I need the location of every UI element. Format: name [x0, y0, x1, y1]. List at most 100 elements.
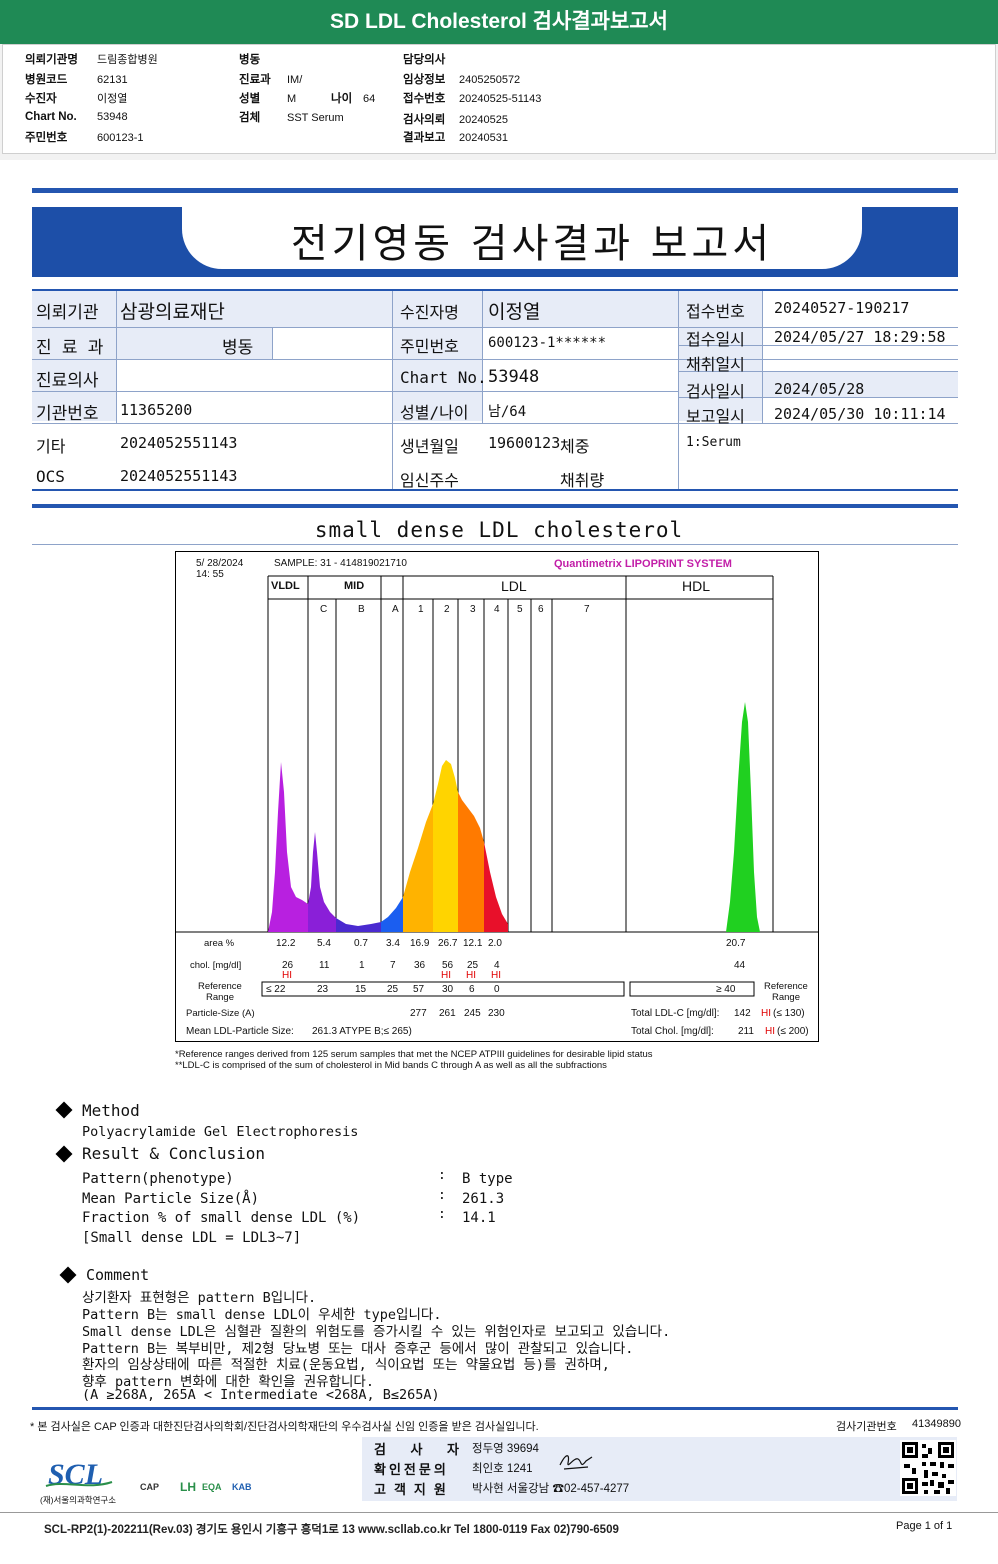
total-chol-value: 211 [738, 1026, 754, 1037]
chol-4: 4 [494, 960, 500, 971]
value-specimen: 1:Serum [686, 435, 741, 450]
lipoprint-chart: 5/ 28/2024 14: 55 SAMPLE: 31 - 414819021… [175, 551, 819, 1042]
band-4: 4 [494, 604, 500, 615]
area-2: 26.7 [438, 938, 458, 949]
hi-2: HI [441, 970, 451, 981]
label-sexage: 성별/나이 [400, 403, 469, 422]
result-fraction-value: 14.1 [462, 1210, 496, 1226]
value-patient: 이정열 [488, 301, 541, 323]
value-ocs: 2024052551143 [120, 467, 238, 485]
band-a: A [392, 604, 399, 615]
band-7: 7 [584, 604, 590, 615]
section-title: small dense LDL cholesterol [314, 518, 684, 542]
row-area-label: area % [204, 938, 235, 949]
hdr-institution: 의뢰기관명 드림종합병원 [25, 54, 158, 66]
hdl-peak [726, 702, 760, 932]
signature-icon [559, 1455, 593, 1470]
label-volume: 채취량 [560, 471, 605, 490]
vldl-peak [268, 762, 308, 932]
electropherogram [176, 575, 818, 997]
ref-b: 15 [355, 984, 367, 995]
chart-date: 5/ 28/2024 [196, 558, 244, 569]
total-ldl-label: Total LDL-C [mg/dl]: [631, 1008, 720, 1019]
area-c: 5.4 [317, 938, 331, 949]
label-etc: 기타 [36, 437, 66, 456]
band-6: 6 [538, 604, 544, 615]
summary-header: SD LDL Cholesterol 검사결과보고서 의뢰기관명 드림종합병원 병… [0, 0, 998, 160]
summary-box: 의뢰기관명 드림종합병원 병원코드 62131 수진자 이정열 Chart No. 53… [2, 44, 996, 154]
label-report-date: 보고일시 [686, 407, 745, 426]
area-3: 12.1 [463, 938, 483, 949]
value-sexage: 남/64 [488, 404, 527, 420]
result-bullet-icon [55, 1145, 73, 1163]
result-title: Result & Conclusion [82, 1144, 266, 1163]
label-ocs: OCS [36, 467, 65, 486]
group-ldl: LDL [501, 578, 527, 594]
ref-label-2: Range [206, 992, 234, 1003]
page-number: Page 1 of 1 [896, 1520, 953, 1532]
hdr-ward: 병동 [239, 54, 261, 66]
hi-vldl: HI [282, 970, 292, 981]
group-hdl: HDL [682, 578, 711, 594]
ldl2-peak [433, 760, 458, 932]
section-line-top [32, 504, 958, 508]
label-ssn: 주민번호 [400, 337, 459, 356]
chart-title: Quantimetrix LIPOPRINT SYSTEM [554, 558, 732, 570]
band-2: 2 [444, 604, 450, 615]
ldl1-peak [403, 804, 433, 932]
area-vldl: 12.2 [276, 938, 296, 949]
mean-value: 261.3 ATYPE B;≤ 265) [312, 1026, 412, 1037]
signer-support-value: 박사현 서울강남 ☎02-457-4277 [472, 1483, 630, 1495]
hi-4: HI [491, 970, 501, 981]
comment-line: Pattern B는 복부비만, 제2형 당뇨병 또는 대사 증후군 등에서 많… [82, 1341, 634, 1357]
footnote-1: *Reference ranges derived from 125 serum… [175, 1049, 653, 1060]
cert-text: * 본 검사실은 CAP 인증과 대한진단검사의학회/진단검사의학재단의 우수검… [30, 1421, 539, 1433]
ref-4: 0 [494, 984, 500, 995]
label-weight: 체중 [560, 437, 590, 456]
mid-a-peak [381, 897, 403, 932]
total-ldl-ref: (≤ 130) [773, 1008, 805, 1019]
label-doctor: 진료의사 [36, 371, 99, 391]
value-inst-no: 11365200 [120, 401, 193, 419]
hdr-sex: 성별 M [239, 93, 297, 105]
cert-marks: CAP LH EQA KAB [136, 1480, 258, 1502]
label-receipt-no: 접수번호 [686, 302, 745, 321]
chol-c: 11 [319, 960, 330, 971]
comment-line: Pattern B는 small dense LDL이 우세한 type입니다. [82, 1307, 442, 1323]
eqa-logo: EQA [202, 1482, 222, 1492]
lh-logo: LH [180, 1480, 196, 1494]
row-chol-label: chol. [mg/dl] [190, 960, 242, 971]
chol-a: 7 [390, 960, 396, 971]
particle-2: 261 [439, 1008, 456, 1019]
hdr-doctor: 담당의사 [403, 54, 446, 66]
chol-b: 1 [359, 960, 365, 971]
hdr-hospital-code: 병원코드 62131 [25, 74, 128, 86]
value-receipt-date: 2024/05/27 18:29:58 [774, 328, 946, 346]
scl-logo: SCL [44, 1458, 114, 1494]
chol-hdl: 44 [734, 960, 746, 971]
ref-label-hdl-2: Range [772, 992, 800, 1003]
hdr-dept: 진료과 IM/ [239, 74, 303, 86]
result-fraction-label: Fraction % of small dense LDL (%) [82, 1210, 361, 1226]
mid-b-peak [336, 918, 381, 932]
label-institution: 의뢰기관 [36, 303, 99, 323]
chol-1: 36 [414, 960, 426, 971]
value-receipt-no: 20240527-190217 [774, 299, 910, 317]
band-b: B [358, 604, 365, 615]
patient-info-table: 의뢰기관 삼광의료재단 진 료 과 병동 진료의사 기관번호 11365200 … [32, 289, 958, 491]
value-ssn: 600123-1****** [488, 335, 607, 351]
hdr-chart-no: Chart No. 53948 [25, 111, 128, 123]
signer-box: 검 사 자 정두영 39694 확인전문의 최인호 1241 고객지원 박사현 … [362, 1437, 957, 1501]
report-title: 전기영동 검사결과 보고서 [290, 221, 774, 267]
ref-label-1: Reference [198, 981, 242, 992]
hdr-age: 나이 64 [331, 93, 376, 105]
footer-address: SCL-RP2(1)-202211(Rev.03) 경기도 용인시 기흥구 흥덕… [44, 1524, 619, 1536]
qr-code-icon [900, 1440, 956, 1496]
band-3: 3 [470, 604, 476, 615]
label-birth: 생년월일 [400, 437, 459, 456]
label-pregnancy: 임신주수 [400, 471, 459, 490]
footer-line [32, 1407, 958, 1410]
group-mid: MID [344, 580, 365, 592]
chol-3: 25 [467, 960, 479, 971]
value-birth: 19600123 [488, 434, 561, 452]
